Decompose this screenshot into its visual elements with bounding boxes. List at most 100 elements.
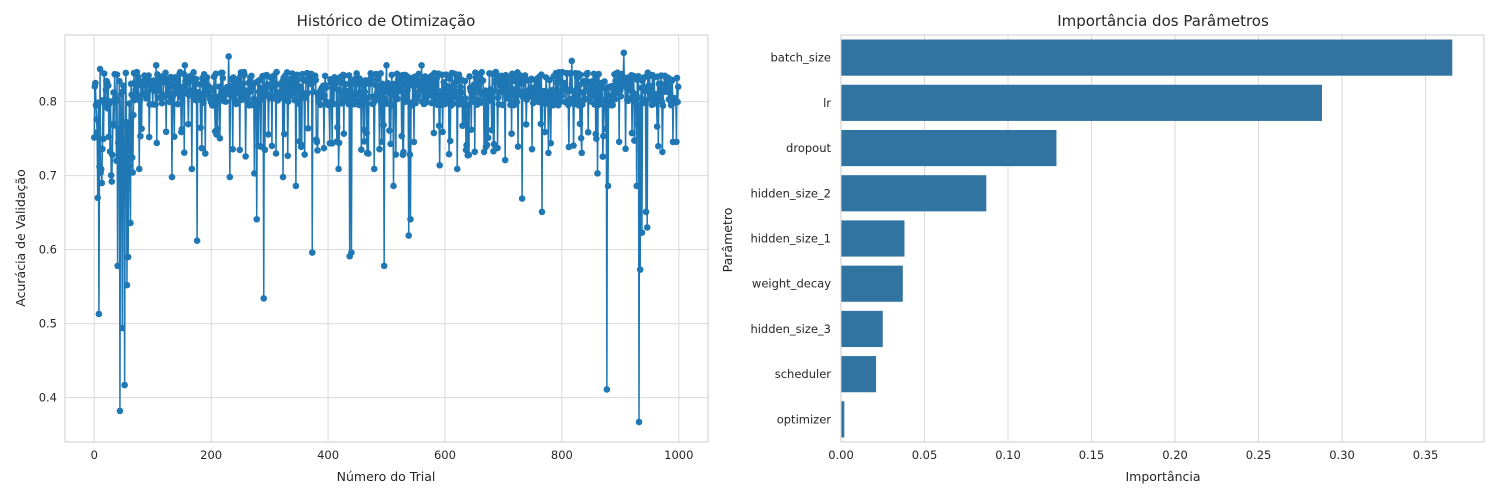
trial-point (380, 121, 387, 129)
trial-point (304, 125, 312, 132)
trial-point (222, 98, 230, 105)
trial-point (412, 99, 420, 107)
trial-point (566, 69, 574, 77)
trial-point (335, 139, 343, 147)
importance-bar-scheduler (841, 356, 877, 393)
trial-point (577, 71, 584, 79)
trial-point (126, 162, 134, 170)
trial-point (284, 152, 292, 160)
trial-point (212, 70, 220, 78)
trial-point (622, 145, 629, 153)
trial-point (243, 93, 251, 101)
trial-point (273, 68, 280, 76)
left-y-axis-label: Acurácia de Validação (13, 169, 28, 306)
trial-point (225, 53, 232, 60)
trial-point (393, 70, 401, 78)
trial-point (178, 125, 186, 133)
trial-point (90, 134, 98, 141)
trial-point (640, 74, 648, 81)
trial-point (358, 98, 366, 105)
trial-point (180, 149, 188, 156)
trial-point (145, 133, 153, 141)
trial-point (219, 74, 227, 82)
trial-point (449, 100, 457, 107)
trial-point (110, 122, 118, 129)
trial-point (335, 165, 342, 173)
trial-point (453, 165, 461, 173)
trial-point (387, 102, 395, 109)
right-x-tick-label: 0.15 (1079, 448, 1105, 462)
trial-point (370, 165, 378, 173)
trial-point (594, 170, 601, 177)
trial-point (357, 92, 365, 100)
trial-accuracy-series (90, 49, 682, 426)
left-plot-frame (64, 34, 709, 443)
trial-point (108, 178, 116, 185)
trial-point (617, 87, 624, 94)
trial-point (430, 129, 438, 137)
trial-point (340, 130, 348, 137)
trial-point (100, 70, 108, 77)
trial-point (549, 86, 556, 94)
trial-point (185, 120, 192, 128)
trial-point (537, 120, 545, 128)
trial-point (388, 71, 396, 79)
trial-point (478, 68, 486, 76)
trial-point (116, 77, 123, 85)
trial-point (499, 101, 507, 109)
left-x-tick-label: 0 (91, 448, 98, 462)
right-x-tick-label: 0.20 (1162, 448, 1188, 462)
trial-point (625, 80, 633, 88)
trial-point (130, 111, 137, 119)
trial-point (125, 149, 133, 156)
trial-point (659, 102, 667, 109)
trial-point (322, 84, 330, 91)
trial-point (229, 145, 237, 153)
trial-point (615, 138, 623, 146)
trial-point (321, 72, 329, 80)
trial-point (494, 144, 501, 152)
trial-point (387, 140, 394, 148)
trial-point (383, 62, 390, 69)
importance-bar-dropout (841, 129, 1057, 167)
trial-point (272, 150, 280, 157)
trial-point (123, 281, 131, 289)
trial-point (280, 130, 288, 138)
trial-point (154, 87, 162, 94)
importance-bar-lr (841, 84, 1322, 121)
trial-point (190, 69, 197, 76)
trial-point (436, 161, 443, 169)
trial-point (120, 82, 127, 89)
trial-point (564, 101, 572, 109)
trial-point (226, 173, 234, 181)
trial-point (313, 138, 321, 146)
trial-point (150, 77, 158, 84)
trial-point (283, 86, 290, 94)
trial-point (153, 139, 161, 147)
trial-point (239, 80, 246, 88)
trial-point (508, 130, 515, 137)
trial-point (415, 70, 422, 78)
left-chart-title: Histórico de Otimização (297, 12, 476, 30)
right-y-tick-label: optimizer (777, 412, 832, 426)
trial-point (181, 62, 189, 69)
right-tick-labels: 0.00 0.05 0.10 0.15 0.20 0.25 0.30 0.35 batch_si… (750, 51, 1438, 462)
trial-point (481, 96, 489, 104)
trial-point (633, 182, 640, 190)
trial-point (312, 76, 320, 84)
trial-point (198, 144, 206, 152)
trial-point (604, 182, 612, 190)
left-y-tick-label: 0.5 (39, 317, 57, 331)
trial-point (265, 131, 272, 138)
trial-point (193, 237, 201, 245)
trial-point (253, 215, 261, 223)
trial-point (508, 70, 516, 78)
trial-point (93, 116, 100, 123)
right-x-tick-label: 0.35 (1413, 448, 1439, 462)
trial-point (673, 138, 680, 146)
trial-point (216, 135, 224, 142)
trial-point (483, 141, 491, 149)
trial-point (129, 169, 137, 176)
trial-point (361, 88, 369, 96)
importance-bar-hidden-size-1 (841, 220, 905, 257)
